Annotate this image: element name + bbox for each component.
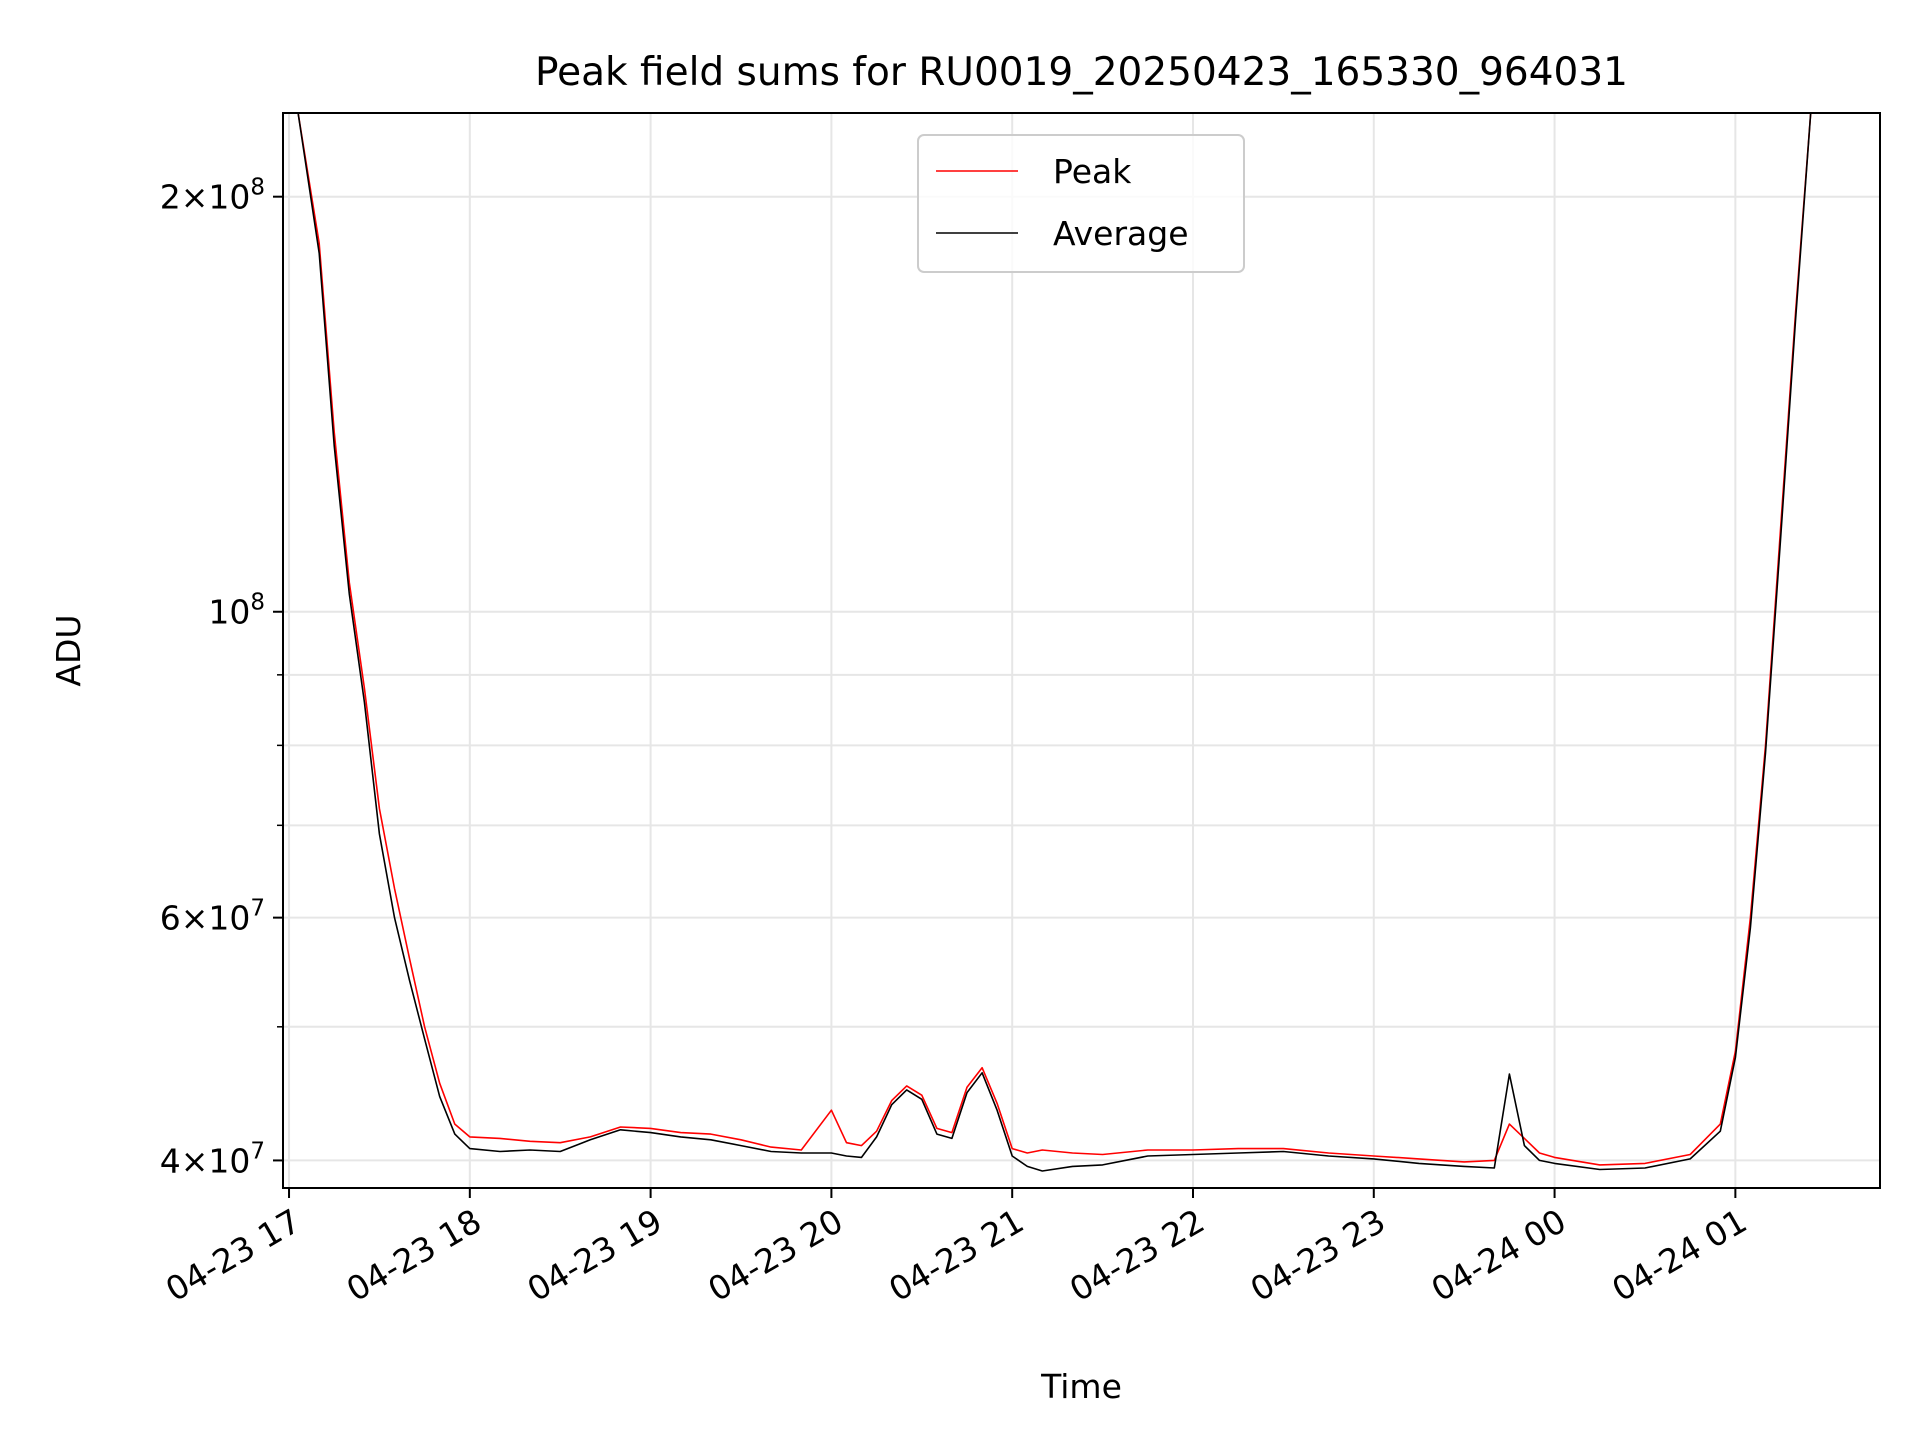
legend-label-average: Average <box>1053 214 1189 253</box>
y-tick-base: 10 <box>208 593 250 632</box>
y-tick-times: × <box>181 899 209 938</box>
legend-box <box>917 134 1245 273</box>
y-tick-label: 108 <box>208 590 265 632</box>
y-tick-base: 10 <box>208 899 250 938</box>
y-tick-times: × <box>181 178 209 217</box>
y-tick-base: 10 <box>208 1141 250 1180</box>
x-axis-label: Time <box>1040 1367 1122 1406</box>
y-tick-times: × <box>181 1141 209 1180</box>
y-tick-mantissa: 2 <box>160 178 181 217</box>
y-tick-label: 6×107 <box>160 896 265 938</box>
series-line-average <box>297 113 1812 1172</box>
y-tick-base: 10 <box>208 178 250 217</box>
y-tick-mantissa: 4 <box>160 1141 181 1180</box>
series-line-peak <box>297 113 1812 1166</box>
y-axis-label: ADU <box>49 614 88 686</box>
y-tick-exponent: 7 <box>250 896 265 922</box>
plot-lines <box>297 113 1812 1172</box>
y-tick-exponent: 8 <box>250 590 265 616</box>
legend: Peak Average <box>917 134 1245 273</box>
y-tick-exponent: 7 <box>250 1138 265 1164</box>
y-tick-mantissa: 6 <box>160 899 181 938</box>
y-tick-exponent: 8 <box>250 175 265 201</box>
chart-title: Peak field sums for RU0019_20250423_1653… <box>535 50 1628 95</box>
y-tick-label: 4×107 <box>160 1138 265 1180</box>
plot-frame <box>282 112 1881 1189</box>
grid <box>283 113 1880 1188</box>
legend-label-peak: Peak <box>1053 152 1132 191</box>
y-tick-label: 2×108 <box>160 175 265 217</box>
